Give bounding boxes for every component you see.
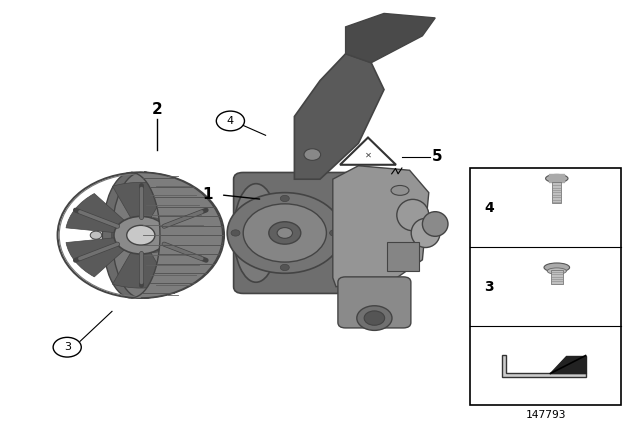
Ellipse shape [364,311,385,325]
Text: 5: 5 [432,149,443,164]
Circle shape [304,149,321,160]
Wedge shape [157,194,216,233]
Circle shape [243,204,326,262]
Polygon shape [340,138,396,165]
Ellipse shape [422,212,448,237]
Circle shape [157,257,169,265]
Circle shape [231,230,240,236]
Text: ✕: ✕ [365,151,371,160]
Wedge shape [66,238,125,277]
Polygon shape [550,356,586,374]
Text: 3: 3 [484,280,494,294]
Circle shape [157,205,169,213]
Ellipse shape [544,263,570,272]
Bar [470,168,621,405]
Wedge shape [66,194,125,233]
Text: 3: 3 [64,342,70,352]
Ellipse shape [547,268,566,274]
FancyBboxPatch shape [338,277,411,328]
Ellipse shape [102,172,160,298]
Ellipse shape [397,199,429,231]
Text: 4: 4 [484,201,494,215]
Text: 147793: 147793 [525,410,566,420]
Circle shape [280,195,289,202]
Circle shape [90,231,102,239]
Polygon shape [502,355,586,377]
Circle shape [53,337,81,357]
Wedge shape [113,182,169,219]
Text: 2: 2 [152,102,162,117]
Ellipse shape [391,185,409,195]
Ellipse shape [545,174,568,182]
Bar [551,270,563,284]
Circle shape [127,225,155,245]
Polygon shape [294,54,384,179]
Circle shape [330,230,339,236]
Wedge shape [157,238,216,277]
Ellipse shape [234,184,278,282]
Ellipse shape [412,219,440,247]
Circle shape [227,193,342,273]
FancyBboxPatch shape [234,172,362,293]
Circle shape [269,222,301,244]
Polygon shape [346,13,435,63]
FancyBboxPatch shape [387,242,419,271]
Circle shape [280,264,289,271]
Text: 4: 4 [227,116,234,126]
Wedge shape [113,252,169,288]
PathPatch shape [131,172,223,298]
Bar [552,181,561,203]
Text: 1: 1 [203,187,213,202]
Circle shape [216,111,244,131]
Circle shape [277,228,292,238]
Polygon shape [333,166,429,287]
Circle shape [114,216,168,254]
Ellipse shape [112,172,170,298]
Ellipse shape [357,306,392,331]
